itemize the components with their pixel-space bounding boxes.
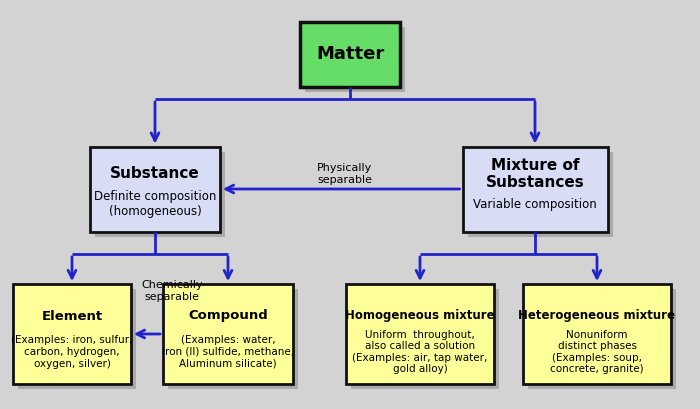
FancyBboxPatch shape <box>528 289 676 389</box>
FancyBboxPatch shape <box>523 284 671 384</box>
Text: Element: Element <box>41 310 103 323</box>
FancyBboxPatch shape <box>168 289 298 389</box>
Text: Physically
separable: Physically separable <box>317 163 372 185</box>
FancyBboxPatch shape <box>18 289 136 389</box>
FancyBboxPatch shape <box>90 146 220 231</box>
Text: Substance: Substance <box>110 166 200 181</box>
FancyBboxPatch shape <box>468 151 612 236</box>
FancyBboxPatch shape <box>346 284 494 384</box>
Text: Homogeneous mixture: Homogeneous mixture <box>345 310 495 323</box>
Text: Compound: Compound <box>188 310 268 323</box>
Text: Matter: Matter <box>316 45 384 63</box>
Text: Nonuniform
distinct phases
(Examples: soup,
concrete, granite): Nonuniform distinct phases (Examples: so… <box>550 330 644 374</box>
FancyBboxPatch shape <box>463 146 608 231</box>
Text: (Examples: iron, sulfur,
carbon, hydrogen,
oxygen, silver): (Examples: iron, sulfur, carbon, hydroge… <box>11 335 133 369</box>
Text: (Examples: water,
iron (II) sulfide, methane,
Aluminum silicate): (Examples: water, iron (II) sulfide, met… <box>162 335 294 369</box>
FancyBboxPatch shape <box>95 151 225 236</box>
Text: Definite composition
(homogeneous): Definite composition (homogeneous) <box>94 190 216 218</box>
FancyBboxPatch shape <box>13 284 131 384</box>
Text: Mixture of
Substances: Mixture of Substances <box>486 157 584 190</box>
Text: Heterogeneous mixture: Heterogeneous mixture <box>519 310 676 323</box>
Text: Variable composition: Variable composition <box>473 198 597 211</box>
FancyBboxPatch shape <box>351 289 499 389</box>
Text: Uniform  throughout,
also called a solution
(Examples: air, tap water,
gold allo: Uniform throughout, also called a soluti… <box>352 330 488 374</box>
Text: Chemically
separable: Chemically separable <box>141 280 203 302</box>
FancyBboxPatch shape <box>300 22 400 86</box>
FancyBboxPatch shape <box>163 284 293 384</box>
FancyBboxPatch shape <box>305 27 405 92</box>
